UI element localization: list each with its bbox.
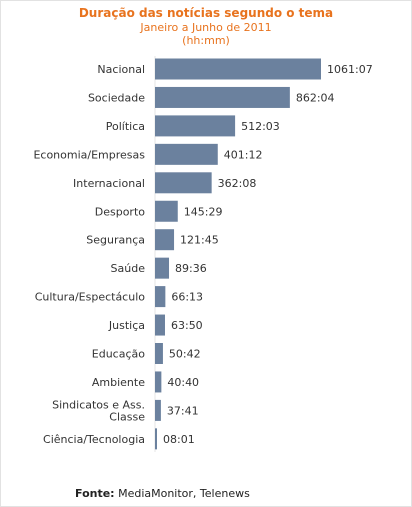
source-label: Fonte: xyxy=(75,487,115,500)
bar-internacional xyxy=(155,172,212,194)
bar-ambiente xyxy=(155,371,162,393)
category-label-economia-empresas: Economia/Empresas xyxy=(33,148,145,161)
bar-ciencia-tecnologia xyxy=(155,428,157,450)
bar-economia-empresas xyxy=(155,143,218,165)
category-label-ambiente: Ambiente xyxy=(92,376,145,389)
category-label-sindicatos-e-ass-classe: Sindicatos e Ass. Classe xyxy=(52,398,145,423)
value-label-nacional: 1061:07 xyxy=(327,63,373,76)
value-label-internacional: 362:08 xyxy=(218,177,257,190)
source-text: MediaMonitor, Telenews xyxy=(114,487,250,500)
value-label-sindicatos-e-ass-classe: 37:41 xyxy=(167,404,199,417)
category-label-educacao: Educação xyxy=(92,348,145,361)
bar-chart: Nacional 1061:07 Sociedade 862:04 Política 51… xyxy=(33,56,373,452)
source-note: Fonte: MediaMonitor, Telenews xyxy=(75,487,250,500)
category-label-saude: Saúde xyxy=(111,262,146,275)
value-label-sociedade: 862:04 xyxy=(296,91,335,104)
bar-cultura-espectaculo xyxy=(155,286,166,308)
category-label-cultura-espectaculo: Cultura/Espectáculo xyxy=(35,291,146,304)
bar-seguranca xyxy=(155,229,175,251)
value-label-educacao: 50:42 xyxy=(169,348,201,361)
bar-saude xyxy=(155,257,170,279)
category-label-justica: Justiça xyxy=(108,319,145,332)
chart-subtitle-period: Janeiro a Junho de 2011 xyxy=(140,21,272,34)
category-label-desporto: Desporto xyxy=(95,205,146,218)
bar-sindicatos-e-ass-classe xyxy=(155,399,161,421)
value-label-ambiente: 40:40 xyxy=(167,376,199,389)
bar-desporto xyxy=(155,200,178,222)
category-label-politica: Política xyxy=(106,120,145,133)
chart-subtitle-unit: (hh:mm) xyxy=(182,34,230,47)
bar-politica xyxy=(155,115,236,137)
value-label-economia-empresas: 401:12 xyxy=(224,148,263,161)
bar-educacao xyxy=(155,343,163,364)
category-label-ciencia-tecnologia: Ciência/Tecnologia xyxy=(43,433,145,446)
value-label-seguranca: 121:45 xyxy=(180,234,219,247)
value-label-justica: 63:50 xyxy=(171,319,203,332)
category-label-seguranca: Segurança xyxy=(86,234,145,247)
value-label-desporto: 145:29 xyxy=(184,205,223,218)
bar-nacional xyxy=(155,58,321,80)
category-label-internacional: Internacional xyxy=(73,177,145,190)
category-label-sociedade: Sociedade xyxy=(88,91,145,104)
category-label-nacional: Nacional xyxy=(97,63,145,76)
chart-title: Duração das notícias segundo o tema xyxy=(78,6,334,20)
value-label-ciencia-tecnologia: 08:01 xyxy=(163,433,195,446)
value-label-saude: 89:36 xyxy=(175,262,207,275)
bar-sociedade xyxy=(155,86,290,108)
value-label-politica: 512:03 xyxy=(241,120,280,133)
bar-justica xyxy=(155,314,165,336)
value-label-cultura-espectaculo: 66:13 xyxy=(171,291,203,304)
